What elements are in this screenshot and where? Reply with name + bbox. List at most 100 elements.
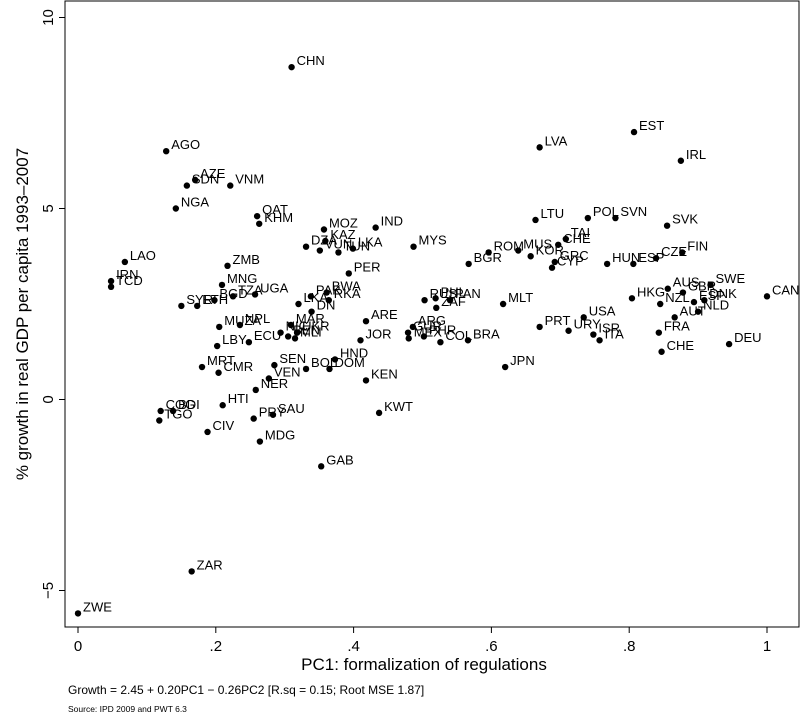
point-label: IRL [686, 147, 706, 162]
data-point [536, 144, 543, 151]
data-point [335, 249, 342, 256]
data-point [172, 205, 180, 212]
point-label: ZWE [83, 599, 112, 614]
point-label: BWA [332, 279, 361, 294]
data-point [501, 363, 509, 371]
point-label: GAB [326, 452, 353, 467]
data-point [322, 237, 329, 245]
x-tick-label: .8 [623, 638, 636, 655]
data-point [219, 402, 226, 409]
data-point [628, 295, 636, 302]
data-point [323, 289, 330, 296]
point-label: DN [317, 298, 336, 313]
point-label: PAK [316, 282, 341, 297]
data-point [562, 235, 570, 243]
point-label: PER [354, 259, 381, 274]
source-note: Source: IPD 2009 and PWT 6.3 [68, 704, 187, 714]
data-point [308, 308, 315, 315]
data-point [464, 337, 472, 344]
data-point [671, 314, 678, 321]
data-point [630, 128, 638, 136]
data-point [630, 260, 637, 268]
data-point [515, 247, 522, 254]
data-point [302, 365, 310, 373]
data-point [121, 258, 129, 266]
point-label: VEN [274, 364, 301, 379]
point-label: TCD [116, 273, 143, 288]
point-label: AUS [673, 275, 700, 290]
point-label: LBY [222, 332, 247, 347]
point-label: TZA [238, 282, 263, 297]
data-point [421, 296, 428, 304]
data-point [446, 296, 454, 304]
point-label: IRN [116, 267, 138, 282]
point-label: HKG [637, 284, 665, 299]
data-point [287, 321, 295, 329]
data-point [372, 224, 379, 231]
point-label: ECU [254, 328, 281, 343]
point-label: MYS [419, 233, 448, 248]
point-label: DNK [709, 286, 737, 301]
data-point [277, 329, 284, 336]
data-point [326, 365, 333, 373]
point-label: AGO [171, 137, 200, 152]
data-point [236, 321, 244, 329]
data-point [215, 369, 222, 376]
data-point [362, 377, 370, 384]
data-point [658, 348, 665, 355]
point-label: CYP [557, 254, 584, 269]
data-point [565, 327, 572, 334]
point-label: FRA [664, 319, 690, 334]
data-point [213, 342, 221, 350]
point-label: PRT [545, 313, 571, 328]
point-label: TAI [571, 225, 590, 240]
point-label: ITA [605, 326, 625, 341]
data-point [193, 302, 201, 310]
point-label: AZE [200, 166, 226, 181]
point-label: CHE [667, 338, 695, 353]
data-point [288, 63, 295, 71]
data-point [590, 331, 597, 338]
x-tick-label: .6 [485, 638, 498, 655]
point-label: CZE [661, 244, 687, 259]
data-point [375, 409, 383, 417]
point-label: MRT [207, 353, 235, 368]
data-point [664, 285, 671, 292]
data-point [612, 214, 619, 222]
regression-footnote: Growth = 2.45 + 0.20PC1 − 0.26PC2 [R.sq … [68, 683, 425, 697]
point-label: ROM [494, 238, 524, 253]
data-point [679, 249, 686, 256]
point-label: MOZ [329, 216, 358, 231]
point-label: ZAR [197, 557, 223, 572]
point-label: SYR [186, 292, 213, 307]
point-label: ARE [371, 307, 398, 322]
point-label: HTI [228, 391, 249, 406]
data-point [603, 260, 611, 268]
data-point [652, 254, 660, 262]
point-label: MNG [227, 271, 257, 286]
data-point [432, 295, 439, 302]
data-point [251, 291, 259, 298]
data-point [677, 157, 685, 164]
data-point [532, 216, 539, 224]
data-point [271, 361, 278, 369]
point-label: MLT [508, 290, 533, 305]
point-label: SAU [278, 401, 305, 416]
point-label: KWT [384, 399, 413, 414]
data-point [536, 323, 543, 331]
data-point [362, 317, 370, 325]
data-point [250, 415, 257, 422]
point-label: CHE [563, 231, 591, 246]
data-point [499, 300, 507, 308]
data-point [410, 243, 417, 250]
point-label: JPN [510, 353, 535, 368]
data-point [204, 428, 211, 436]
point-label: CMR [224, 359, 254, 374]
data-point [162, 148, 170, 155]
data-point [211, 296, 218, 304]
data-point [229, 293, 237, 300]
point-label: ZMB [233, 252, 260, 267]
data-point [74, 610, 82, 617]
point-label: PHR [429, 322, 456, 337]
